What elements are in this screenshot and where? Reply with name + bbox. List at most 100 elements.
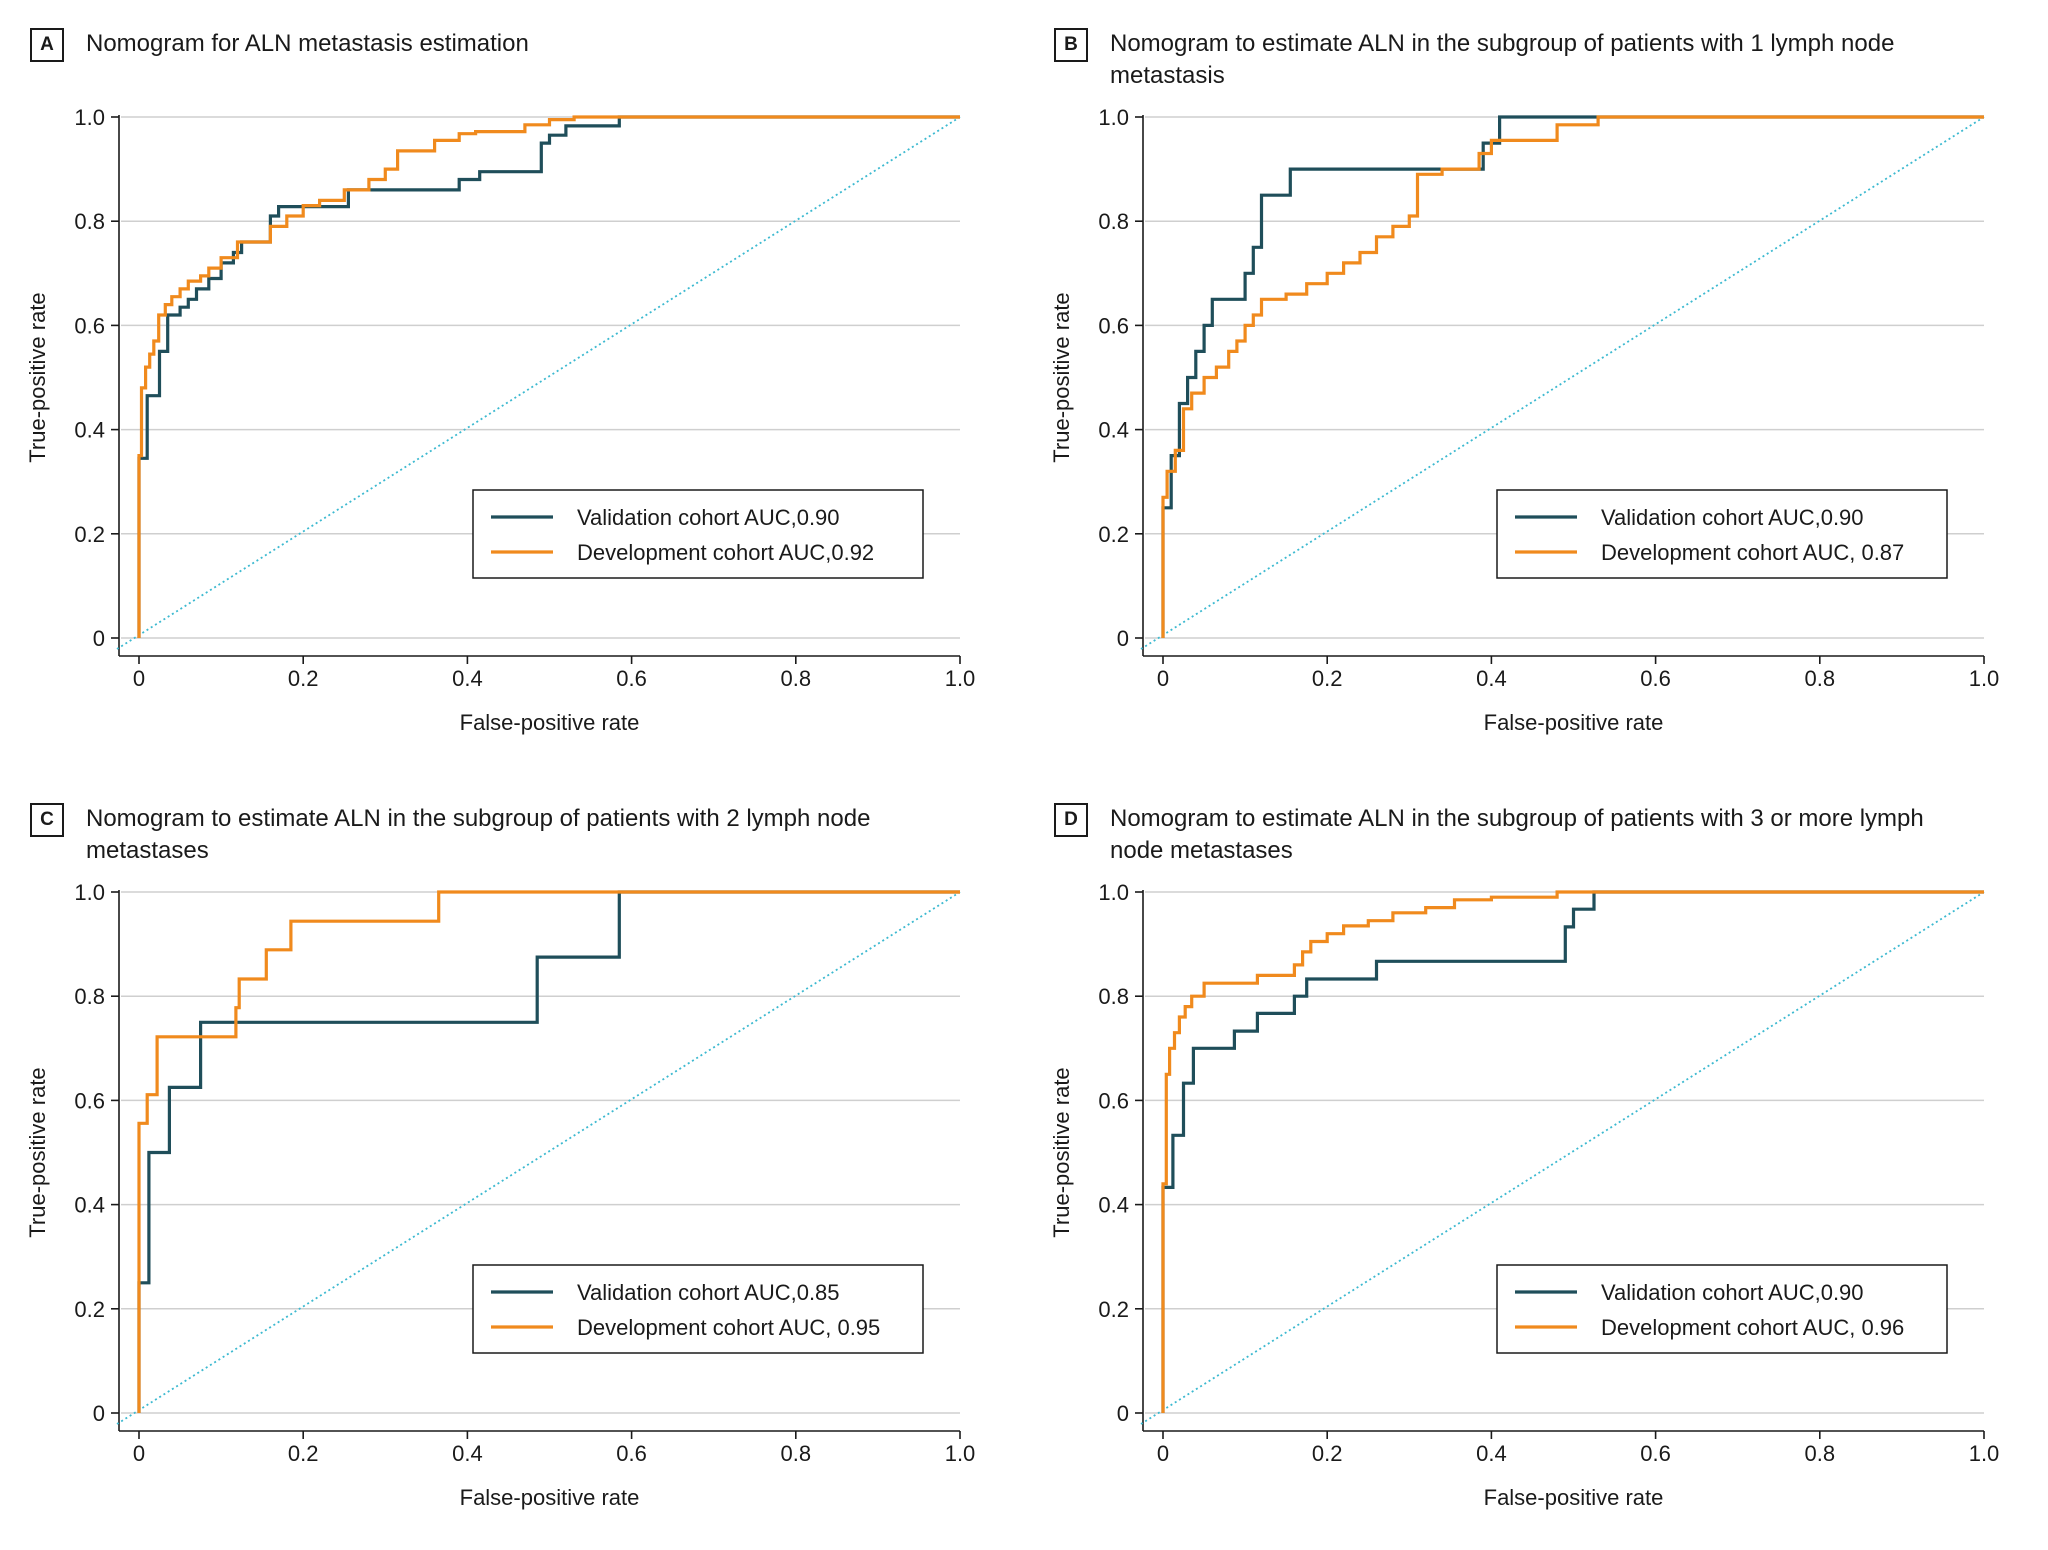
x-tick-label: 1.0 [945, 1441, 976, 1466]
y-tick-label: 1.0 [1098, 105, 1129, 130]
y-axis-label: True-positive rate [25, 292, 50, 462]
reference-diagonal [1140, 891, 1985, 1425]
x-tick-label: 0 [1157, 1441, 1169, 1466]
x-tick-label: 0 [133, 666, 145, 691]
x-tick-label: 0.4 [452, 1441, 483, 1466]
development-roc-line [1161, 890, 1984, 1413]
y-tick-label: 0.2 [74, 1297, 105, 1322]
x-tick-label: 0.6 [616, 666, 647, 691]
y-tick-label: 1.0 [74, 880, 105, 905]
x-tick-label: 0.8 [781, 1441, 812, 1466]
y-tick-label: 0.4 [74, 1193, 105, 1218]
panel-letter: B [1054, 28, 1088, 62]
panel-header: A Nomogram for ALN metastasis estimation [30, 28, 529, 62]
x-tick-label: 1.0 [945, 666, 976, 691]
x-tick-label: 0.2 [1312, 666, 1343, 691]
reference-diagonal [1140, 116, 1985, 650]
y-tick-label: 1.0 [1098, 880, 1129, 905]
x-axis-label: False-positive rate [460, 710, 640, 735]
validation-legend-label: Validation cohort AUC,0.90 [1601, 1280, 1864, 1305]
y-axis-label: True-positive rate [1049, 1067, 1074, 1237]
y-tick-label: 0 [1117, 626, 1129, 651]
panel-c: C Nomogram to estimate ALN in the subgro… [0, 775, 1024, 1550]
x-tick-label: 0.6 [1640, 666, 1671, 691]
y-tick-label: 0.6 [1098, 1088, 1129, 1113]
x-tick-label: 0.4 [1476, 666, 1507, 691]
roc-chart: 0 0.2 0.4 0.6 0.8 1.0 0 0.2 0.4 0.6 0.8 1.0 False-po… [25, 880, 976, 1510]
y-tick-label: 0.6 [1098, 313, 1129, 338]
reference-diagonal [116, 116, 961, 650]
y-tick-label: 0.8 [1098, 209, 1129, 234]
y-tick-label: 0 [93, 1401, 105, 1426]
validation-roc-line [1161, 115, 1984, 638]
y-tick-label: 0.2 [74, 522, 105, 547]
roc-chart: 0 0.2 0.4 0.6 0.8 1.0 0 0.2 0.4 0.6 0.8 1.0 False-po… [1049, 880, 2000, 1510]
x-tick-label: 0.2 [1312, 1441, 1343, 1466]
panel-title: Nomogram to estimate ALN in the subgroup… [1110, 805, 1924, 864]
x-tick-label: 0.4 [452, 666, 483, 691]
y-tick-label: 0.2 [1098, 522, 1129, 547]
x-tick-label: 1.0 [1969, 1441, 2000, 1466]
validation-legend-label: Validation cohort AUC,0.90 [577, 505, 840, 530]
panel-letter: C [30, 803, 64, 837]
panel-a: A Nomogram for ALN metastasis estimation… [0, 0, 1024, 775]
x-tick-label: 0.8 [1805, 1441, 1836, 1466]
development-legend-label: Development cohort AUC, 0.95 [577, 1315, 880, 1340]
x-tick-label: 0.8 [1805, 666, 1836, 691]
development-roc-line [137, 115, 960, 638]
development-roc-line [137, 890, 960, 1413]
y-tick-label: 0 [93, 626, 105, 651]
y-tick-label: 0.2 [1098, 1297, 1129, 1322]
panel-b: B Nomogram to estimate ALN in the subgro… [1024, 0, 2048, 775]
panel-header: D Nomogram to estimate ALN in the subgro… [1054, 803, 1970, 867]
panel-d: D Nomogram to estimate ALN in the subgro… [1024, 775, 2048, 1550]
panel-title: Nomogram to estimate ALN in the subgroup… [1110, 30, 1895, 89]
x-tick-label: 0.6 [1640, 1441, 1671, 1466]
y-axis-label: True-positive rate [1049, 292, 1074, 462]
validation-legend-label: Validation cohort AUC,0.90 [1601, 505, 1864, 530]
y-tick-label: 0.4 [1098, 418, 1129, 443]
y-tick-label: 0.8 [74, 209, 105, 234]
validation-roc-line [137, 115, 960, 638]
y-tick-label: 0.8 [74, 984, 105, 1009]
panel-title: Nomogram to estimate ALN in the subgroup… [86, 805, 871, 864]
x-axis-label: False-positive rate [460, 1485, 640, 1510]
legend-box [1496, 1264, 1948, 1354]
y-axis-label: True-positive rate [25, 1067, 50, 1237]
roc-chart: 0 0.2 0.4 0.6 0.8 1.0 0 0.2 0.4 0.6 0.8 1.0 False-po… [1049, 105, 2000, 735]
panel-letter: A [30, 28, 64, 62]
y-tick-label: 0.4 [1098, 1193, 1129, 1218]
x-tick-label: 0.8 [781, 666, 812, 691]
x-axis-label: False-positive rate [1484, 710, 1664, 735]
x-axis-label: False-positive rate [1484, 1485, 1664, 1510]
panel-letter: D [1054, 803, 1088, 837]
development-roc-line [1161, 115, 1984, 638]
x-tick-label: 0.2 [288, 666, 319, 691]
x-tick-label: 0.6 [616, 1441, 647, 1466]
y-tick-label: 0.6 [74, 1088, 105, 1113]
legend-box [1496, 489, 1948, 579]
validation-legend-label: Validation cohort AUC,0.85 [577, 1280, 840, 1305]
x-tick-label: 1.0 [1969, 666, 2000, 691]
panel-header: C Nomogram to estimate ALN in the subgro… [30, 803, 946, 867]
panel-header: B Nomogram to estimate ALN in the subgro… [1054, 28, 1970, 92]
x-tick-label: 0 [133, 1441, 145, 1466]
validation-roc-line [137, 890, 960, 1413]
y-tick-label: 0.4 [74, 418, 105, 443]
x-tick-label: 0 [1157, 666, 1169, 691]
development-legend-label: Development cohort AUC, 0.87 [1601, 540, 1904, 565]
y-tick-label: 0 [1117, 1401, 1129, 1426]
y-tick-label: 1.0 [74, 105, 105, 130]
x-tick-label: 0.4 [1476, 1441, 1507, 1466]
y-tick-label: 0.6 [74, 313, 105, 338]
x-tick-label: 0.2 [288, 1441, 319, 1466]
panel-title: Nomogram for ALN metastasis estimation [86, 30, 529, 57]
legend-box [472, 1264, 924, 1354]
reference-diagonal [116, 891, 961, 1425]
development-legend-label: Development cohort AUC, 0.96 [1601, 1315, 1904, 1340]
development-legend-label: Development cohort AUC,0.92 [577, 540, 874, 565]
validation-roc-line [1161, 890, 1984, 1413]
roc-chart: 0 0.2 0.4 0.6 0.8 1.0 0 0.2 0.4 0.6 0.8 1.0 False-po… [25, 105, 976, 735]
y-tick-label: 0.8 [1098, 984, 1129, 1009]
legend-box [472, 489, 924, 579]
